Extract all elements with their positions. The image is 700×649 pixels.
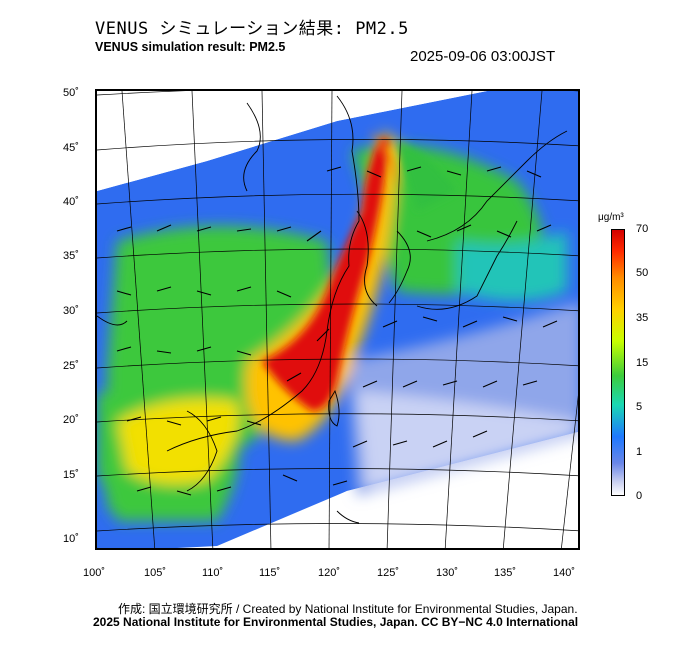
lat-label-35: 35˚: [63, 250, 79, 262]
lat-label-45: 45˚: [63, 142, 79, 154]
colorbar-tick-35: 35: [636, 312, 649, 324]
lat-label-10: 10˚: [63, 533, 79, 545]
colorbar-tick-0: 0: [636, 490, 643, 502]
lat-label-50: 50˚: [63, 87, 79, 99]
coastlines: [97, 95, 568, 524]
lon-label-135: 135˚: [494, 567, 517, 579]
lat-label-20: 20˚: [63, 414, 79, 426]
orange-edge: [367, 131, 397, 191]
lon-label-120: 120˚: [318, 567, 341, 579]
colorbar-tick-1: 1: [636, 446, 643, 458]
credit-text: 作成: 国立環境研究所 / Created by National Instit…: [118, 602, 578, 616]
forecast-timestamp: 2025-09-06 03:00JST: [410, 48, 556, 65]
title-english: VENUS simulation result: PM2.5: [95, 40, 286, 54]
lon-label-125: 125˚: [377, 567, 400, 579]
lon-label-140: 140˚: [553, 567, 576, 579]
outside-domain-se: [225, 432, 578, 548]
lon-label-105: 105˚: [144, 567, 167, 579]
lat-label-25: 25˚: [63, 360, 79, 372]
lat-label-40: 40˚: [63, 196, 79, 208]
colorbar-tick-70: 70: [636, 223, 649, 235]
colorbar-tick-15: 15: [636, 357, 649, 369]
red-plume: [262, 136, 389, 411]
wind-vectors: [116, 166, 558, 496]
outside-domain-ne: [97, 91, 487, 191]
lon-label-130: 130˚: [436, 567, 459, 579]
pm25-map-svg: [97, 91, 578, 548]
title-japanese: VENUS シミュレーション結果: PM2.5: [95, 19, 409, 39]
colorbar-unit: μg/m³: [598, 212, 624, 223]
cyan-fringe: [457, 231, 567, 301]
lon-label-100: 100˚: [83, 567, 106, 579]
lon-label-110: 110˚: [202, 567, 224, 579]
pm25-map: [95, 89, 580, 550]
colorbar-tick-50: 50: [636, 267, 649, 279]
clean-air-band: [357, 391, 577, 491]
lat-label-15: 15˚: [63, 469, 79, 481]
green-japan-sea: [397, 141, 457, 211]
license-text: 2025 National Institute for Environmenta…: [93, 615, 579, 629]
graticule: [97, 91, 578, 548]
colorbar: [611, 229, 625, 496]
lat-label-30: 30˚: [63, 305, 79, 317]
yellow-south: [117, 398, 239, 485]
colorbar-tick-5: 5: [636, 401, 643, 413]
lon-label-115: 115˚: [259, 567, 281, 579]
